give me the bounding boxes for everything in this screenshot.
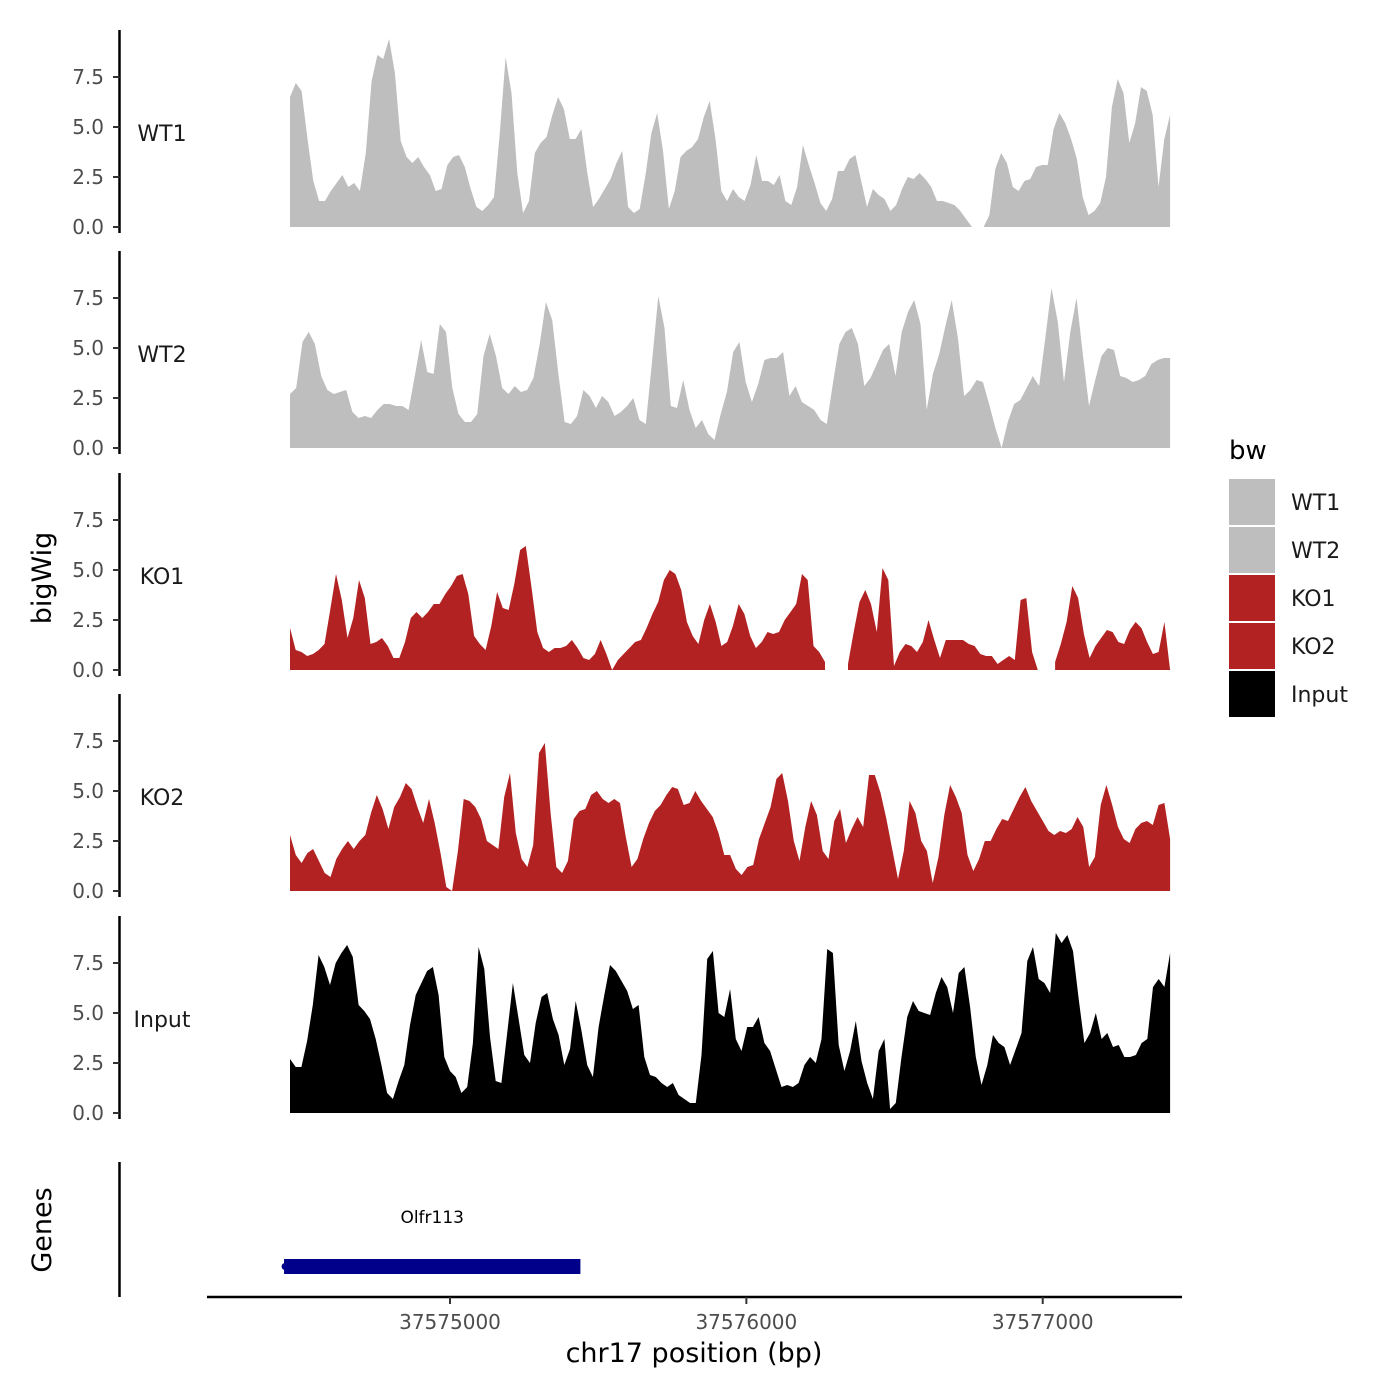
legend: bw WT1 WT2 KO1 KO2 Input	[1229, 436, 1348, 717]
y-tick-label: 7.5	[72, 508, 104, 532]
legend-swatch-wt1	[1229, 479, 1275, 525]
track-wt1: 0.0 2.5 5.0 7.5 WT1	[72, 30, 1171, 239]
gene-bar-olfr113	[284, 1259, 581, 1274]
y-tick-label: 2.5	[72, 1051, 104, 1075]
y-tick-label: 7.5	[72, 65, 104, 89]
gene-panel: Olfr113	[118, 1162, 581, 1297]
y-tick-label: 2.5	[72, 608, 104, 632]
y-tick-label: 0.0	[72, 879, 104, 903]
x-tick-label: 37577000	[992, 1310, 1094, 1334]
legend-swatch-ko1	[1229, 575, 1275, 621]
x-tick-label: 37575000	[399, 1310, 501, 1334]
track-label-ko1: KO1	[140, 565, 185, 590]
y-tick-label: 5.0	[72, 115, 104, 139]
legend-swatch-input	[1229, 671, 1275, 717]
track-ko2: 0.0 2.5 5.0 7.5 KO2	[72, 694, 1171, 903]
area-ko2-segment-1	[290, 743, 1171, 891]
y-tick-label: 5.0	[72, 336, 104, 360]
legend-title: bw	[1229, 436, 1267, 466]
y-tick-label: 2.5	[72, 165, 104, 189]
x-axis-title: chr17 position (bp)	[566, 1338, 823, 1369]
area-wt2-segment-1	[290, 288, 1171, 448]
legend-label-ko2: KO2	[1291, 635, 1336, 660]
gene-start-marker	[281, 1263, 289, 1270]
y-tick-label: 7.5	[72, 951, 104, 975]
track-label-ko2: KO2	[140, 786, 185, 811]
y-tick-label: 0.0	[72, 1101, 104, 1125]
area-input-segment-1	[290, 933, 1171, 1113]
y-tick-label: 0.0	[72, 436, 104, 460]
y-tick-label: 7.5	[72, 729, 104, 753]
y-tick-label: 5.0	[72, 558, 104, 582]
legend-swatch-ko2	[1229, 623, 1275, 669]
y-tick-label: 5.0	[72, 779, 104, 803]
legend-label-wt1: WT1	[1291, 491, 1340, 516]
area-ko1-segment-1	[290, 546, 825, 670]
track-label-input: Input	[134, 1008, 191, 1033]
y-tick-label: 2.5	[72, 386, 104, 410]
y-tick-label: 2.5	[72, 829, 104, 853]
track-label-wt1: WT1	[137, 122, 186, 147]
track-wt2: 0.0 2.5 5.0 7.5 WT2	[72, 251, 1171, 460]
y-axis-title: bigWig	[27, 532, 58, 625]
y-tick-label: 7.5	[72, 286, 104, 310]
area-wt1-segment-2	[983, 79, 1171, 227]
gene-panel-title: Genes	[27, 1187, 58, 1272]
y-tick-label: 0.0	[72, 215, 104, 239]
x-axis: 37575000 37576000 37577000	[207, 1295, 1182, 1334]
track-input: 0.0 2.5 5.0 7.5 Input	[72, 916, 1171, 1125]
x-tick-label: 37576000	[695, 1310, 797, 1334]
legend-label-wt2: WT2	[1291, 539, 1340, 564]
area-wt1-segment-1	[290, 39, 972, 227]
track-ko1: 0.0 2.5 5.0 7.5 KO1	[72, 473, 1171, 682]
gene-label-olfr113: Olfr113	[400, 1208, 464, 1228]
legend-label-ko1: KO1	[1291, 587, 1336, 612]
area-ko1-segment-2	[848, 568, 1038, 670]
legend-label-input: Input	[1291, 683, 1348, 708]
y-tick-label: 5.0	[72, 1001, 104, 1025]
track-label-wt2: WT2	[137, 343, 186, 368]
y-tick-label: 0.0	[72, 658, 104, 682]
legend-swatch-wt2	[1229, 527, 1275, 573]
signal-tracks: 0.0 2.5 5.0 7.5 WT1 0.0 2.5 5.0 7.5 WT2 0.0 2.5 5.0 7…	[72, 30, 1171, 1125]
area-ko1-segment-3	[1055, 586, 1171, 670]
